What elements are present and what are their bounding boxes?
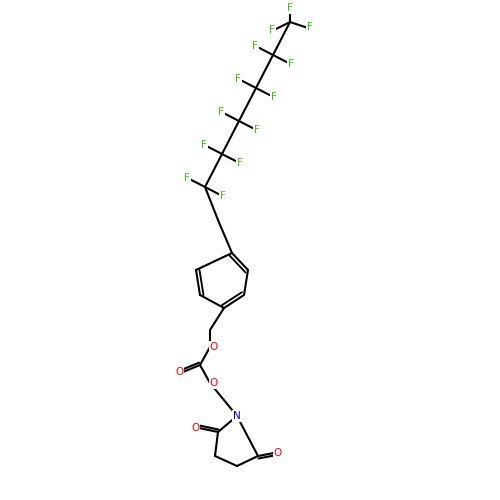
Text: F: F (220, 191, 226, 201)
Text: F: F (236, 74, 241, 84)
Text: F: F (202, 140, 207, 150)
Text: O: O (274, 448, 282, 458)
Text: O: O (191, 423, 199, 433)
Text: O: O (175, 367, 183, 377)
Text: F: F (307, 22, 313, 32)
Text: F: F (287, 3, 293, 13)
Text: F: F (252, 41, 258, 51)
Text: O: O (210, 342, 218, 352)
Text: O: O (210, 378, 218, 388)
Text: F: F (237, 158, 242, 168)
Text: F: F (271, 92, 276, 102)
Text: F: F (184, 173, 190, 183)
Text: N: N (233, 411, 241, 421)
Text: F: F (254, 125, 260, 135)
Text: F: F (218, 107, 224, 117)
Text: F: F (269, 25, 275, 35)
Text: F: F (288, 59, 294, 69)
